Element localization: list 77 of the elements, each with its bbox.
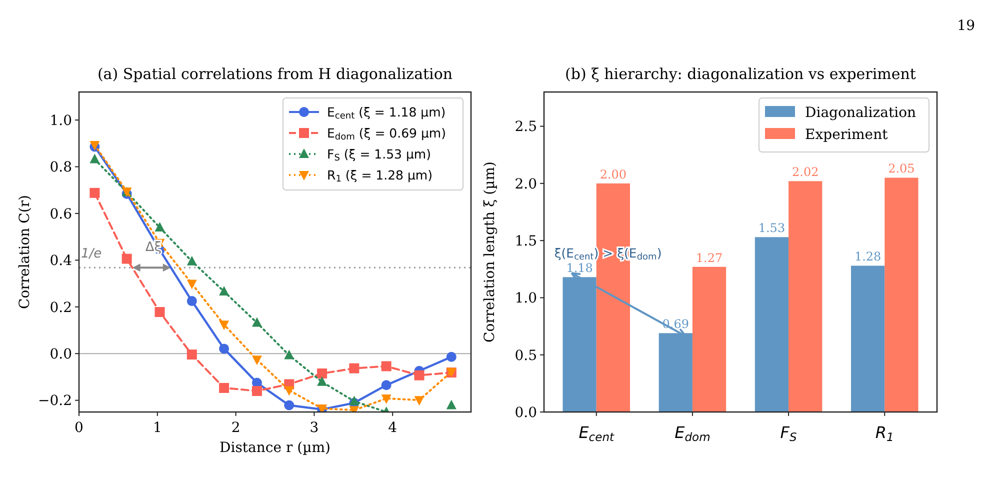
point	[90, 154, 100, 164]
point	[284, 386, 294, 396]
y-tick-label: 1.0	[50, 112, 72, 129]
point	[154, 307, 165, 318]
y-axis-title: Correlation length ξ (µm)	[482, 162, 498, 342]
y-tick-label: 0.8	[50, 160, 72, 176]
y-axis-title: Correlation C(r)	[17, 195, 33, 309]
point	[381, 380, 392, 390]
chart-title: (b) ξ hierarchy: diagonalization vs experiment	[565, 65, 916, 83]
legend-label: Diagonalization	[805, 104, 916, 121]
data-label: 1.27	[696, 250, 723, 265]
point	[219, 320, 230, 330]
point	[349, 363, 360, 374]
y-tick-label: 0.0	[50, 346, 72, 363]
point	[349, 396, 360, 406]
data-label: 2.02	[792, 165, 819, 180]
point	[284, 400, 294, 410]
point	[186, 280, 197, 290]
legend-label: E$_{cent}$ (ξ = 1.18 µm)	[327, 104, 446, 122]
point	[219, 286, 230, 296]
y-tick-label: 0.2	[50, 300, 72, 316]
point	[186, 256, 197, 266]
point	[90, 188, 100, 198]
point	[154, 222, 165, 232]
x-tick-label: 3	[310, 420, 319, 436]
point	[122, 254, 132, 264]
y-tick-label: 1.0	[514, 290, 537, 307]
legend-label: R$_{1}$ (ξ = 1.28 µm)	[327, 167, 432, 185]
bar	[692, 266, 726, 412]
x-tick-label: 0	[74, 420, 84, 436]
data-label: 1.18	[566, 261, 593, 276]
bar	[884, 178, 918, 412]
point	[446, 352, 456, 362]
x-tick-label: R$_{1}$	[875, 423, 894, 444]
x-tick-label: 2	[231, 420, 240, 436]
y-tick-label: 2.5	[514, 119, 537, 136]
point	[446, 400, 456, 410]
chart-title: (a) Spatial correlations from H diagonalization	[97, 65, 453, 83]
point	[284, 350, 294, 360]
x-tick-label: E$_{dom}$	[674, 423, 710, 444]
legend-label: E$_{dom}$ (ξ = 0.69 µm)	[327, 125, 446, 143]
y-tick-label: 0.4	[50, 253, 72, 270]
data-label: 2.00	[600, 167, 627, 182]
y-tick-label: 0.0	[514, 404, 537, 421]
legend-label: F$_{S}$ (ξ = 1.53 µm)	[327, 146, 431, 164]
point	[219, 344, 230, 354]
data-label: 1.53	[758, 221, 786, 236]
text: 19	[957, 18, 975, 34]
y-tick-label: 0.5	[514, 348, 537, 364]
point	[219, 382, 230, 393]
x-axis-title: Distance r (µm)	[220, 440, 330, 456]
point	[381, 394, 392, 404]
point	[186, 296, 197, 306]
point	[186, 350, 197, 360]
data-label: 1.28	[854, 250, 882, 264]
bar	[754, 237, 789, 412]
point	[414, 396, 424, 406]
ref-line-label: 1/e	[81, 246, 102, 262]
y-tick-label: −0.2	[38, 393, 72, 410]
y-tick-label: 1.5	[514, 233, 537, 250]
point	[317, 368, 328, 378]
point	[414, 370, 424, 380]
x-tick-label: F$_{S}$	[780, 423, 797, 444]
y-tick-label: 2.0	[514, 176, 537, 192]
point	[381, 361, 392, 372]
y-tick-label: 0.6	[50, 206, 72, 222]
x-tick-label: 4	[388, 420, 398, 436]
point	[252, 356, 262, 366]
legend-label: Experiment	[805, 126, 888, 143]
x-tick-label: 1	[152, 420, 162, 436]
bar	[851, 266, 885, 412]
bar	[788, 181, 822, 412]
x-tick-label: E$_{cent}$	[578, 423, 615, 444]
data-label: 2.05	[888, 162, 915, 176]
point	[252, 386, 262, 396]
point	[317, 376, 328, 386]
point	[252, 317, 262, 327]
